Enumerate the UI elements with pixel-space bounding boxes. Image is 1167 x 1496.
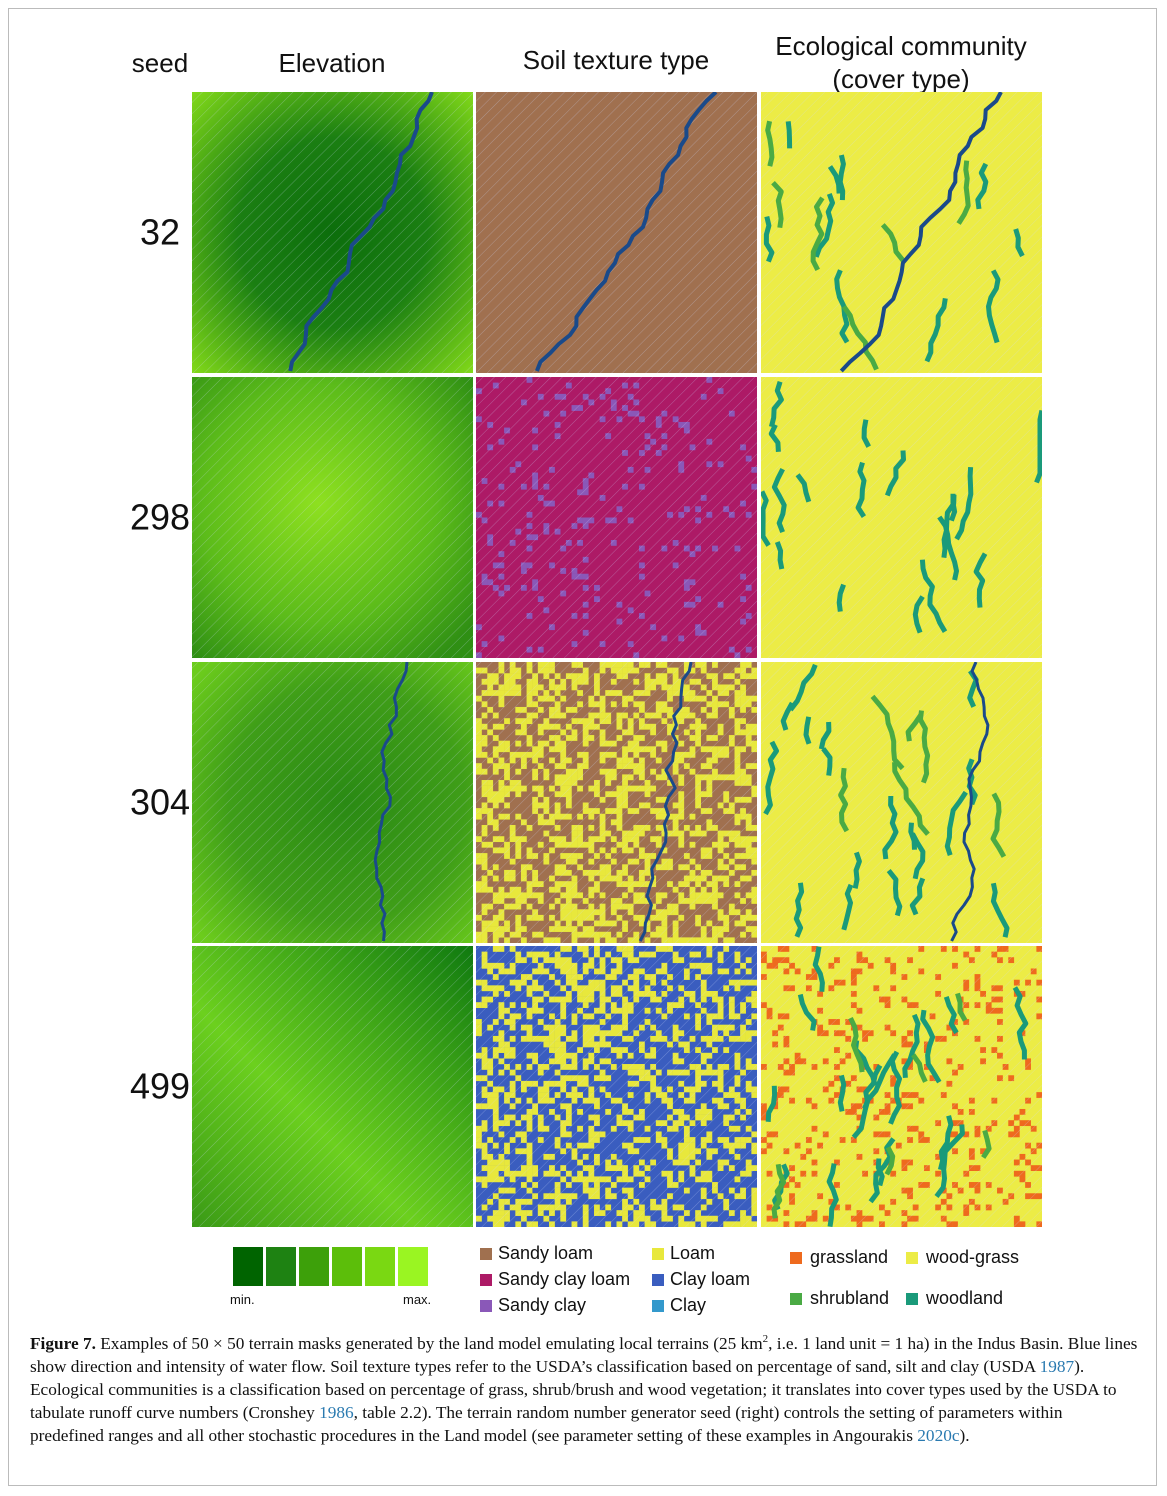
- flow-texture: [192, 92, 473, 373]
- column-header: Ecological community: [775, 31, 1026, 61]
- terrain-panel: [192, 946, 473, 1227]
- legend-label: Clay loam: [670, 1269, 750, 1289]
- flow-texture: [761, 946, 1042, 1227]
- elevation-swatch: [332, 1247, 362, 1286]
- flow-texture: [476, 377, 757, 658]
- terrain-panel: [192, 92, 473, 373]
- legend-label: woodland: [925, 1288, 1003, 1308]
- terrain-panel: [761, 377, 1042, 658]
- figure: seed Elevation Soil texture type Ecologi…: [0, 0, 1167, 1320]
- seed-label: 304: [130, 782, 190, 823]
- legend-swatch: [906, 1252, 918, 1264]
- legend-swatch: [480, 1248, 492, 1260]
- seed-label: 499: [130, 1066, 190, 1107]
- flow-texture: [761, 92, 1042, 373]
- water-flow: [840, 1075, 843, 1111]
- elevation-swatch: [266, 1247, 296, 1286]
- legend-label: Loam: [670, 1243, 715, 1263]
- flow-texture: [476, 946, 757, 1227]
- legend-label: Sandy clay loam: [498, 1269, 630, 1289]
- caption-text: ).: [960, 1426, 970, 1445]
- legend-label: Clay: [670, 1295, 706, 1315]
- flow-texture: [192, 377, 473, 658]
- citation-link[interactable]: 1986: [319, 1403, 354, 1422]
- elevation-swatch: [365, 1247, 395, 1286]
- caption-label: Figure 7.: [30, 1334, 96, 1353]
- flow-texture: [192, 946, 473, 1227]
- legend-swatch: [906, 1293, 918, 1305]
- elevation-swatch: [398, 1247, 428, 1286]
- legend-min-label: min.: [230, 1292, 255, 1307]
- terrain-panel: [761, 946, 1042, 1227]
- elevation-swatch: [299, 1247, 329, 1286]
- terrain-panel: [476, 92, 757, 373]
- legend-label: Sandy clay: [498, 1295, 586, 1315]
- water-flow: [788, 121, 789, 148]
- flow-texture: [476, 662, 757, 943]
- legend-swatch: [652, 1274, 664, 1286]
- legend-label: grassland: [810, 1247, 888, 1267]
- seed-label: 32: [140, 212, 180, 253]
- legend-max-label: max.: [403, 1292, 431, 1307]
- legend-swatch: [652, 1248, 664, 1260]
- legend-label: shrubland: [810, 1288, 889, 1308]
- seed-header: seed: [132, 48, 188, 78]
- terrain-panel: [192, 377, 473, 658]
- column-subheader: (cover type): [832, 64, 969, 94]
- legend-swatch: [790, 1293, 802, 1305]
- page: seed Elevation Soil texture type Ecologi…: [0, 0, 1167, 1496]
- column-header: Soil texture type: [523, 45, 709, 75]
- terrain-panel: [761, 92, 1042, 373]
- terrain-panel: [192, 662, 473, 943]
- terrain-panel: [476, 946, 757, 1227]
- legend-label: wood-grass: [925, 1247, 1019, 1267]
- terrain-panel: [761, 662, 1042, 943]
- flow-texture: [476, 92, 757, 373]
- legend-swatch: [480, 1274, 492, 1286]
- seed-label: 298: [130, 497, 190, 538]
- citation-link[interactable]: 1987: [1040, 1357, 1075, 1376]
- legend-swatch: [790, 1252, 802, 1264]
- caption-text: Examples of 50 × 50 terrain masks genera…: [96, 1334, 763, 1353]
- flow-texture: [192, 662, 473, 943]
- figure-caption: Figure 7. Examples of 50 × 50 terrain ma…: [30, 1332, 1140, 1447]
- elevation-swatch: [233, 1247, 263, 1286]
- terrain-panel: [476, 662, 757, 943]
- legend-swatch: [480, 1300, 492, 1312]
- legend-swatch: [652, 1300, 664, 1312]
- column-header: Elevation: [279, 48, 386, 78]
- water-flow: [806, 717, 809, 744]
- terrain-panel: [476, 377, 757, 658]
- citation-link[interactable]: 2020c: [917, 1426, 959, 1445]
- legend-label: Sandy loam: [498, 1243, 593, 1263]
- flow-texture: [761, 377, 1042, 658]
